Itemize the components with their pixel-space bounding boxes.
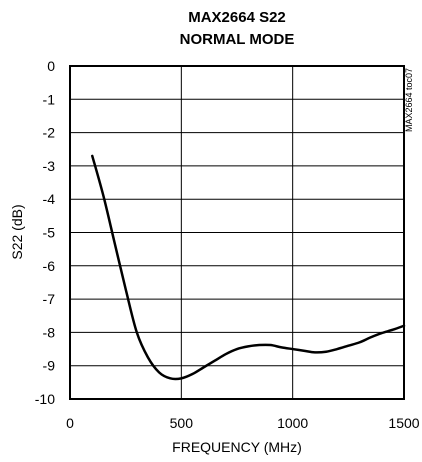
y-tick-label: -2 [43, 125, 56, 141]
y-tick-label: -4 [43, 191, 56, 207]
y-tick-label: -8 [43, 324, 56, 340]
chart-title: MAX2664 S22 [188, 9, 286, 26]
x-axis-label: FREQUENCY (MHz) [172, 439, 302, 455]
s22-series-line [91, 154, 406, 381]
y-tick-label: -1 [43, 91, 56, 107]
y-tick-label: -3 [43, 158, 56, 174]
plot-frame [69, 65, 405, 400]
y-tick-label: -9 [43, 358, 56, 374]
x-tick-label: 1500 [388, 415, 419, 431]
y-tick-label: -10 [35, 391, 55, 407]
y-tick-label: -6 [43, 258, 56, 274]
tick-labels: 0 -1 -2 -3 -4 -5 -6 -7 -8 -9 -10 0 500 1000 1500 [35, 58, 420, 431]
y-tick-label: 0 [47, 58, 55, 74]
x-tick-label: 500 [170, 415, 194, 431]
x-tick-label: 0 [66, 415, 74, 431]
y-axis-label: S22 (dB) [9, 204, 25, 259]
y-tick-label: -7 [43, 291, 56, 307]
figure-code-label: MAX2664 toc07 [404, 68, 414, 132]
series-layer [91, 154, 406, 381]
x-tick-label: 1000 [277, 415, 308, 431]
y-tick-label: -5 [43, 225, 56, 241]
chart-subtitle: NORMAL MODE [180, 31, 295, 48]
